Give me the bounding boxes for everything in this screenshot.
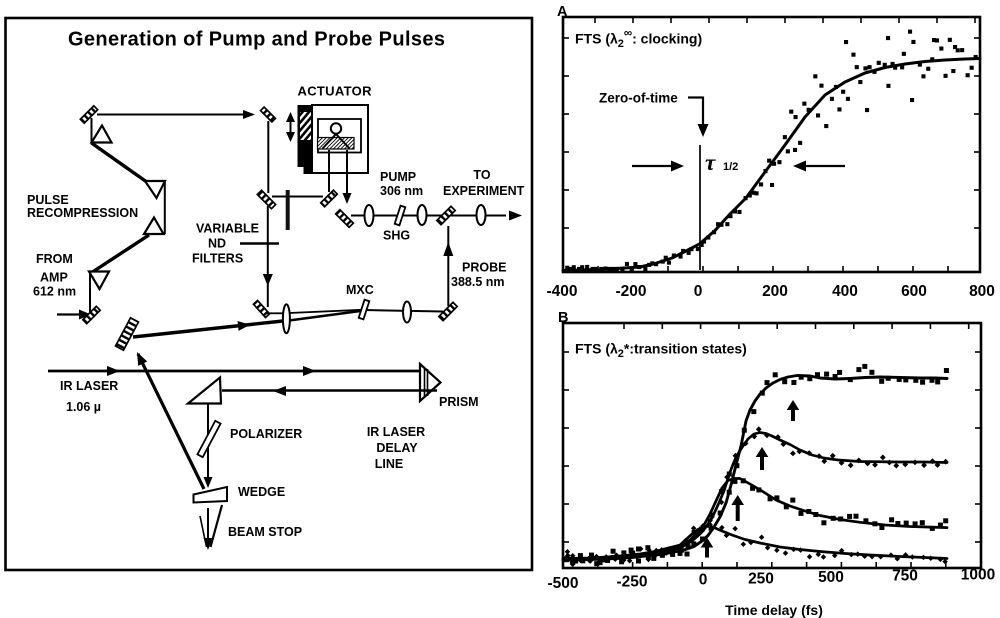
svg-text:306 nm: 306 nm — [380, 184, 423, 198]
svg-text:ND: ND — [208, 237, 226, 251]
svg-text:200: 200 — [762, 283, 788, 300]
svg-text:PRISM: PRISM — [439, 395, 479, 409]
svg-text:Zero-of-time: Zero-of-time — [599, 91, 678, 106]
svg-text:612 nm: 612 nm — [33, 285, 76, 299]
svg-text:PULSE: PULSE — [27, 193, 69, 207]
svg-text:IR LASER: IR LASER — [367, 425, 425, 439]
svg-text:-500: -500 — [547, 575, 578, 592]
svg-text:Generation of Pump and Probe P: Generation of Pump and Probe Pulses — [68, 29, 445, 51]
svg-text:PUMP: PUMP — [380, 170, 416, 184]
svg-text:-250: -250 — [616, 574, 647, 591]
svg-text:FILTERS: FILTERS — [192, 252, 243, 266]
svg-text:DELAY: DELAY — [376, 441, 418, 455]
svg-text:750: 750 — [892, 568, 918, 585]
svg-text:WEDGE: WEDGE — [238, 485, 285, 499]
svg-text:-200: -200 — [615, 283, 646, 300]
svg-text:RECOMPRESSION: RECOMPRESSION — [27, 206, 138, 220]
svg-text:EXPERIMENT: EXPERIMENT — [443, 184, 525, 198]
svg-text:500: 500 — [818, 569, 844, 586]
svg-text:ACTUATOR: ACTUATOR — [298, 84, 373, 99]
svg-text:VARIABLE: VARIABLE — [196, 222, 259, 236]
svg-text:A: A — [557, 4, 568, 20]
svg-text:800: 800 — [969, 283, 995, 300]
svg-text:250: 250 — [748, 571, 774, 588]
svg-text:τ: τ — [705, 150, 716, 175]
svg-text:IR LASER: IR LASER — [60, 379, 118, 393]
svg-text:FTS (λ2∞: clocking): FTS (λ2∞: clocking) — [575, 28, 702, 51]
svg-text:0: 0 — [694, 283, 703, 300]
svg-text:Time delay (fs): Time delay (fs) — [725, 602, 823, 618]
svg-text:1000: 1000 — [961, 567, 995, 584]
svg-text:1.06 µ: 1.06 µ — [66, 400, 101, 414]
svg-text:400: 400 — [832, 283, 858, 300]
svg-text:PROBE: PROBE — [462, 261, 506, 275]
svg-text:LINE: LINE — [375, 457, 403, 471]
svg-text:B: B — [558, 310, 568, 326]
svg-text:388.5 nm: 388.5 nm — [451, 275, 505, 289]
svg-text:AMP: AMP — [40, 271, 68, 285]
svg-text:FROM: FROM — [36, 252, 73, 266]
svg-text:-400: -400 — [546, 283, 577, 300]
svg-text:BEAM STOP: BEAM STOP — [228, 525, 302, 539]
svg-text:MXC: MXC — [346, 283, 374, 297]
svg-text:TO: TO — [473, 168, 490, 182]
svg-text:1/2: 1/2 — [723, 161, 738, 173]
svg-text:0: 0 — [699, 572, 708, 589]
svg-text:600: 600 — [901, 283, 927, 300]
svg-text:POLARIZER: POLARIZER — [230, 427, 302, 441]
svg-text:SHG: SHG — [383, 229, 410, 243]
